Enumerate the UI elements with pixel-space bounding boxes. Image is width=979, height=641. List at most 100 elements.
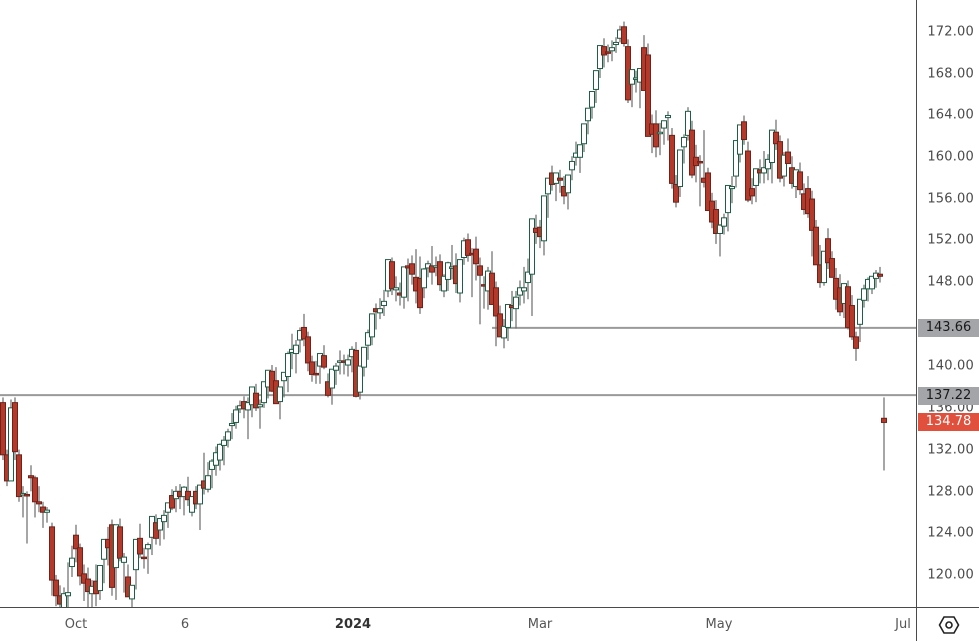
candle xyxy=(181,486,187,516)
price-tick-label: 168.00 xyxy=(927,66,974,82)
candle xyxy=(49,522,55,596)
candle xyxy=(761,151,767,184)
candle xyxy=(825,228,831,269)
price-tick-label: 156.00 xyxy=(927,191,974,207)
candle xyxy=(81,564,87,601)
candle xyxy=(773,119,779,150)
candle xyxy=(277,386,283,420)
price-tick-label: 148.00 xyxy=(927,274,974,290)
candle xyxy=(581,123,587,153)
time-axis[interactable]: Oct 6 2024 Mar May Jul xyxy=(0,607,916,641)
candle xyxy=(593,70,599,103)
candle xyxy=(765,154,771,181)
price-tick-label: 164.00 xyxy=(927,107,974,123)
candle xyxy=(321,345,327,370)
candle xyxy=(141,547,147,569)
candle xyxy=(285,351,291,393)
candle xyxy=(313,360,319,384)
candle xyxy=(229,413,235,440)
candle xyxy=(513,290,519,329)
candle xyxy=(589,91,595,119)
candle xyxy=(497,305,503,338)
candle xyxy=(853,331,859,361)
candle xyxy=(465,233,471,262)
candle xyxy=(741,115,747,145)
candle xyxy=(345,354,351,377)
candle xyxy=(245,397,251,440)
candle xyxy=(409,255,415,285)
candle xyxy=(565,174,571,210)
candle xyxy=(40,501,46,528)
candle xyxy=(169,489,175,511)
price-tick-label: 128.00 xyxy=(927,484,974,500)
candle xyxy=(661,120,667,145)
time-tick-label: 6 xyxy=(180,617,190,632)
candle xyxy=(73,524,79,563)
candle xyxy=(621,21,627,47)
candle xyxy=(253,383,259,411)
candle xyxy=(261,381,267,408)
candle xyxy=(333,362,339,385)
candle xyxy=(185,476,191,506)
candle xyxy=(361,346,367,377)
candle xyxy=(301,313,307,347)
candle xyxy=(441,274,447,298)
candle xyxy=(133,538,139,590)
candle xyxy=(665,111,671,141)
candle xyxy=(325,373,331,398)
candle xyxy=(117,518,123,562)
candle xyxy=(713,200,719,244)
candle xyxy=(749,178,755,205)
price-level-tag: 143.66 xyxy=(918,319,979,337)
candle xyxy=(16,449,22,502)
price-tick-label: 152.00 xyxy=(927,232,974,248)
candle xyxy=(0,397,6,461)
price-level-tag: 134.78 xyxy=(918,413,979,431)
candle xyxy=(601,38,607,68)
candle xyxy=(705,167,711,212)
candle xyxy=(197,484,203,530)
candle xyxy=(429,246,435,285)
candle xyxy=(821,250,827,286)
price-axis[interactable]: 172.00 168.00 164.00 160.00 156.00 152.00 148.… xyxy=(916,0,979,607)
candle xyxy=(225,428,231,448)
candle xyxy=(689,120,695,179)
candle xyxy=(753,168,759,203)
candle xyxy=(685,107,691,141)
candle xyxy=(85,567,91,615)
chart-plot-area[interactable] xyxy=(0,0,916,638)
candle xyxy=(437,254,443,291)
candle xyxy=(869,275,875,295)
candlestick-chart[interactable] xyxy=(0,0,916,638)
candle xyxy=(217,443,223,471)
candle xyxy=(97,564,103,600)
candle xyxy=(809,190,815,257)
candle xyxy=(101,538,107,584)
time-tick-label: 2024 xyxy=(334,617,372,632)
candle xyxy=(137,523,143,559)
settings-hexagon-icon xyxy=(938,615,959,634)
candle xyxy=(357,365,363,400)
candle xyxy=(121,552,127,593)
candle xyxy=(24,491,30,544)
candle xyxy=(657,122,663,156)
chart-settings-button[interactable] xyxy=(916,607,979,641)
candle xyxy=(733,140,739,188)
candle xyxy=(605,44,611,63)
candle xyxy=(477,257,483,325)
candle xyxy=(645,43,651,137)
candle xyxy=(669,128,675,189)
candle xyxy=(717,224,723,257)
candle xyxy=(77,543,83,586)
price-tick-label: 172.00 xyxy=(927,24,974,40)
candle xyxy=(205,462,211,493)
candle xyxy=(161,510,167,540)
candle xyxy=(401,266,407,309)
candle xyxy=(365,329,371,360)
candle xyxy=(381,289,387,316)
candle xyxy=(65,562,71,612)
candle xyxy=(417,256,423,314)
candle xyxy=(529,218,535,316)
candle xyxy=(585,107,591,135)
time-tick-label: Jul xyxy=(895,617,911,632)
